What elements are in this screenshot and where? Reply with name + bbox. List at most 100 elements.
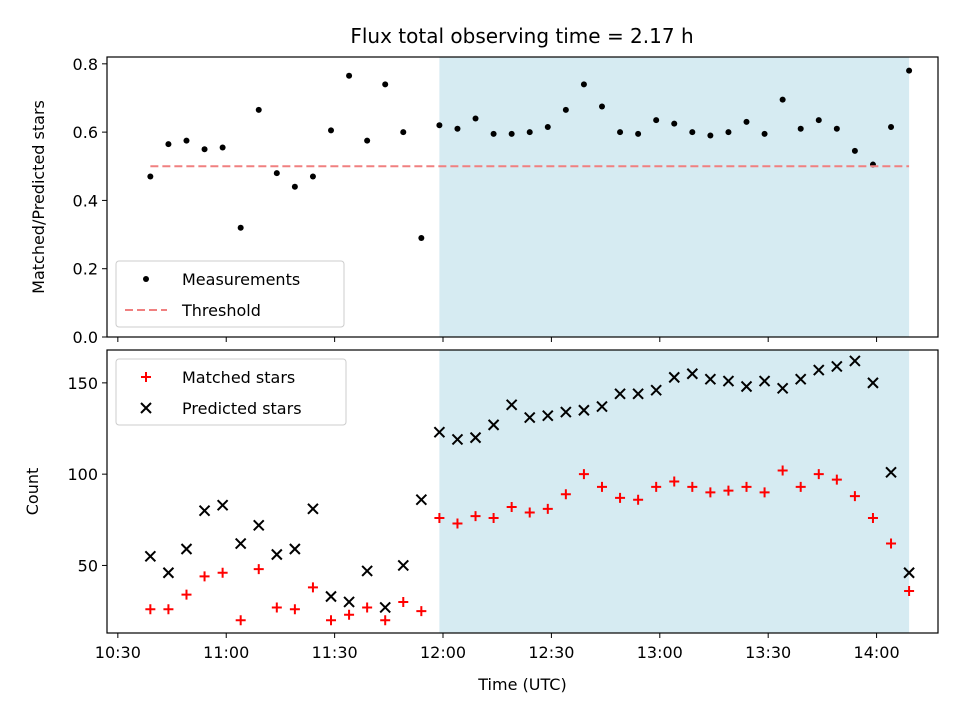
legend-label: Threshold [181, 301, 261, 320]
data-point [580, 81, 587, 88]
data-point [650, 384, 662, 396]
data-point [596, 400, 608, 413]
data-point [291, 183, 298, 190]
data-point [888, 124, 895, 130]
data-point [779, 96, 786, 103]
data-point [761, 130, 768, 137]
data-point [382, 81, 389, 88]
x-tick-label: 11:30 [312, 643, 358, 662]
data-point [615, 492, 626, 503]
data-point [526, 129, 533, 136]
data-point [237, 224, 244, 231]
data-point [743, 118, 750, 125]
data-point [687, 481, 698, 492]
data-point [400, 129, 407, 136]
series-measurements [147, 67, 913, 241]
data-point [596, 481, 607, 492]
data-point [362, 602, 373, 613]
data-point [885, 466, 897, 479]
y-tick-label: 0.8 [73, 55, 98, 74]
data-point [418, 234, 425, 241]
data-point [235, 615, 246, 626]
y-tick-label: 0.2 [73, 260, 98, 279]
data-point [723, 485, 734, 496]
data-point [686, 368, 699, 380]
data-point [328, 127, 335, 134]
data-point [524, 411, 536, 424]
data-point [617, 129, 624, 136]
data-point [614, 388, 626, 400]
data-point [776, 382, 789, 395]
data-point [797, 125, 804, 132]
data-point [346, 72, 353, 79]
data-point [488, 512, 499, 523]
series-predicted-stars [144, 355, 915, 614]
data-point [633, 494, 644, 505]
data-point [470, 511, 481, 522]
data-point [813, 469, 824, 480]
data-point [867, 377, 879, 389]
data-point [851, 147, 858, 154]
data-point [795, 481, 806, 492]
data-point [668, 371, 680, 384]
data-point [415, 494, 428, 506]
data-point [578, 469, 589, 480]
data-point [181, 589, 192, 600]
data-point [831, 360, 843, 373]
data-point [490, 130, 497, 137]
x-tick-label: 12:00 [420, 643, 466, 662]
data-point [199, 571, 210, 582]
data-point [234, 537, 247, 550]
y-tick-label: 0.6 [73, 123, 98, 142]
x-tick-label: 13:00 [637, 643, 683, 662]
data-point [508, 130, 515, 137]
data-point [253, 519, 265, 531]
data-point [867, 512, 878, 523]
data-point [669, 476, 680, 487]
legend-label: Matched stars [182, 368, 295, 387]
data-point [217, 567, 228, 578]
chart-title: Flux total observing time = 2.17 h [350, 24, 693, 48]
legend-marker [141, 372, 151, 382]
x-axis-label: Time (UTC) [477, 675, 566, 694]
data-point [740, 380, 753, 393]
data-point [741, 481, 752, 492]
x-tick-label: 10:30 [95, 643, 141, 662]
data-point [560, 489, 571, 500]
legend-marker [140, 402, 152, 414]
y-tick-label: 100 [67, 465, 98, 484]
data-point [794, 373, 807, 385]
data-point [725, 129, 732, 136]
axes-frame [106, 349, 939, 634]
data-point [398, 596, 409, 607]
data-point [635, 130, 642, 137]
data-point [704, 373, 717, 385]
data-point [707, 132, 714, 139]
data-point [436, 122, 443, 129]
data-point [452, 518, 463, 529]
data-point [506, 502, 517, 513]
data-point [831, 474, 842, 485]
y-tick-label: 50 [78, 556, 98, 575]
data-point [289, 604, 300, 615]
shaded-interval [439, 57, 910, 337]
legend-marker [143, 276, 149, 282]
data-point [379, 601, 391, 614]
data-point [472, 115, 479, 122]
data-point [524, 507, 535, 518]
data-point [759, 487, 770, 498]
series-matched-stars [145, 465, 915, 626]
data-point [689, 129, 696, 136]
legend-label: Measurements [182, 270, 300, 289]
data-point [309, 173, 316, 180]
data-point [344, 609, 355, 620]
data-point [813, 364, 825, 376]
data-point [343, 596, 355, 608]
data-point [145, 604, 156, 615]
data-point [815, 117, 822, 124]
data-point [380, 615, 391, 626]
data-point [434, 512, 445, 523]
data-point [180, 543, 193, 555]
data-point [361, 565, 373, 577]
